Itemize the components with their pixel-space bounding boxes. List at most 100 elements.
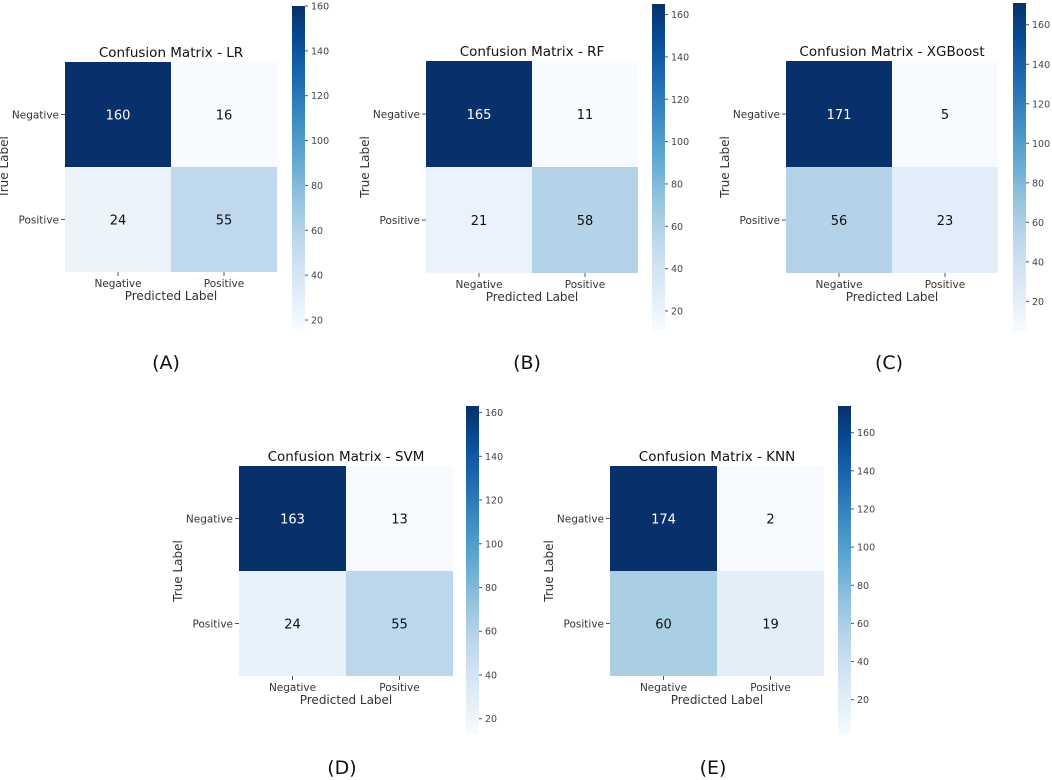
- x-tick-label: Negative: [815, 279, 862, 291]
- heatmap-cell: [892, 167, 998, 273]
- colorbar: [838, 406, 851, 734]
- x-axis-label: Predicted Label: [300, 693, 393, 707]
- colorbar-tick-label: 140: [857, 466, 875, 477]
- cell-value-label: 21: [471, 214, 488, 229]
- x-axis-label: Predicted Label: [125, 289, 218, 303]
- heatmap-cell: [65, 167, 171, 272]
- cell-value-label: 5: [941, 108, 949, 123]
- heatmap-cell: [346, 466, 453, 571]
- heatmap-cell: [786, 61, 892, 167]
- heatmap-cell: [239, 571, 346, 676]
- colorbar-tick-label: 80: [857, 581, 869, 592]
- chart-title: Confusion Matrix - XGBoost: [799, 44, 984, 60]
- colorbar-tick-label: 40: [311, 271, 323, 282]
- y-tick-label: Positive: [380, 215, 420, 227]
- cell-value-label: 171: [827, 108, 852, 123]
- colorbar-tick-label: 100: [485, 539, 503, 550]
- cell-value-label: 13: [391, 513, 408, 528]
- colorbar-tick-label: 20: [311, 316, 323, 327]
- heatmap-cell: [426, 167, 532, 273]
- heatmap-cell: [171, 62, 277, 167]
- cell-value-label: 24: [110, 214, 127, 229]
- cell-value-label: 56: [831, 214, 848, 229]
- y-tick-label: Positive: [740, 215, 780, 227]
- heatmap-cell: [65, 62, 171, 167]
- colorbar-tick-label: 60: [857, 619, 869, 630]
- cell-value-label: 60: [655, 618, 672, 633]
- y-tick-label: Positive: [564, 619, 604, 631]
- heatmap-cell: [610, 466, 717, 571]
- x-tick-label: Negative: [94, 278, 141, 290]
- chart-title: Confusion Matrix - LR: [99, 45, 243, 61]
- chart-title: Confusion Matrix - SVM: [268, 449, 425, 465]
- cell-value-label: 11: [577, 108, 594, 123]
- colorbar-tick-label: 60: [671, 222, 683, 233]
- heatmap-cell: [717, 571, 824, 676]
- colorbar-tick-label: 60: [311, 226, 323, 237]
- panel-label: (E): [700, 757, 727, 779]
- x-axis-label: Predicted Label: [846, 290, 939, 304]
- heatmap-cell: [239, 466, 346, 571]
- heatmap-cell: [346, 571, 453, 676]
- colorbar-tick-label: 40: [857, 657, 869, 668]
- y-tick-label: Positive: [193, 619, 233, 631]
- colorbar: [652, 4, 665, 330]
- colorbar-tick-label: 120: [311, 91, 329, 102]
- chart-title: Confusion Matrix - RF: [460, 44, 605, 60]
- colorbar-tick-label: 120: [485, 496, 503, 507]
- heatmap-cell: [892, 61, 998, 167]
- cell-value-label: 55: [391, 618, 408, 633]
- heatmap-cell: [786, 167, 892, 273]
- colorbar-tick-label: 80: [311, 181, 323, 192]
- colorbar-tick-label: 160: [311, 2, 329, 13]
- y-axis-label: True Label: [542, 540, 556, 603]
- chart-title: Confusion Matrix - KNN: [639, 449, 795, 465]
- x-tick-label: Negative: [640, 682, 687, 694]
- y-axis-label: True Label: [358, 136, 372, 199]
- colorbar-tick-label: 100: [857, 543, 875, 554]
- x-tick-label: Positive: [750, 682, 790, 694]
- y-tick-label: Negative: [373, 109, 420, 121]
- panel-label: (A): [152, 352, 180, 374]
- colorbar-tick-label: 100: [671, 137, 689, 148]
- cell-value-label: 58: [577, 214, 594, 229]
- confusion-matrix-panel: Confusion Matrix - KNN 174 2 60 19 Negative Po…: [542, 406, 875, 779]
- colorbar-tick-label: 100: [1032, 139, 1050, 150]
- colorbar-tick-label: 160: [671, 10, 689, 21]
- colorbar-tick-label: 60: [1032, 218, 1044, 229]
- colorbar-tick-label: 120: [1032, 99, 1050, 110]
- x-tick-label: Positive: [379, 682, 419, 694]
- colorbar-tick-label: 20: [671, 306, 683, 317]
- cell-value-label: 19: [762, 618, 779, 633]
- y-axis-label: True Label: [171, 540, 185, 603]
- colorbar: [292, 6, 305, 329]
- colorbar-tick-label: 140: [1032, 60, 1050, 71]
- cell-value-label: 163: [280, 513, 305, 528]
- y-tick-label: Negative: [733, 109, 780, 121]
- x-axis-label: Predicted Label: [486, 290, 579, 304]
- colorbar-tick-label: 100: [311, 136, 329, 147]
- cell-value-label: 55: [216, 214, 233, 229]
- colorbar-tick-label: 40: [485, 670, 497, 681]
- colorbar-tick-label: 80: [1032, 178, 1044, 189]
- y-tick-label: Negative: [186, 514, 233, 526]
- cell-value-label: 174: [651, 513, 676, 528]
- y-axis-label: True Label: [718, 136, 732, 199]
- panel-label: (D): [327, 757, 356, 779]
- panel-label: (B): [513, 352, 541, 374]
- colorbar-tick-label: 120: [671, 95, 689, 106]
- x-tick-label: Negative: [269, 682, 316, 694]
- x-tick-label: Positive: [925, 279, 965, 291]
- y-tick-label: Positive: [19, 215, 59, 227]
- colorbar-tick-label: 20: [1032, 297, 1044, 308]
- cell-value-label: 23: [937, 214, 954, 229]
- heatmap-cell: [610, 571, 717, 676]
- colorbar-tick-label: 20: [485, 714, 497, 725]
- panel-label: (C): [875, 352, 903, 374]
- x-tick-label: Negative: [455, 279, 502, 291]
- colorbar-tick-label: 40: [1032, 257, 1044, 268]
- colorbar-tick-label: 80: [485, 583, 497, 594]
- colorbar-tick-label: 140: [671, 52, 689, 63]
- confusion-matrix-panel: Confusion Matrix - XGBoost 171 5 56 23 Negati…: [718, 3, 1050, 374]
